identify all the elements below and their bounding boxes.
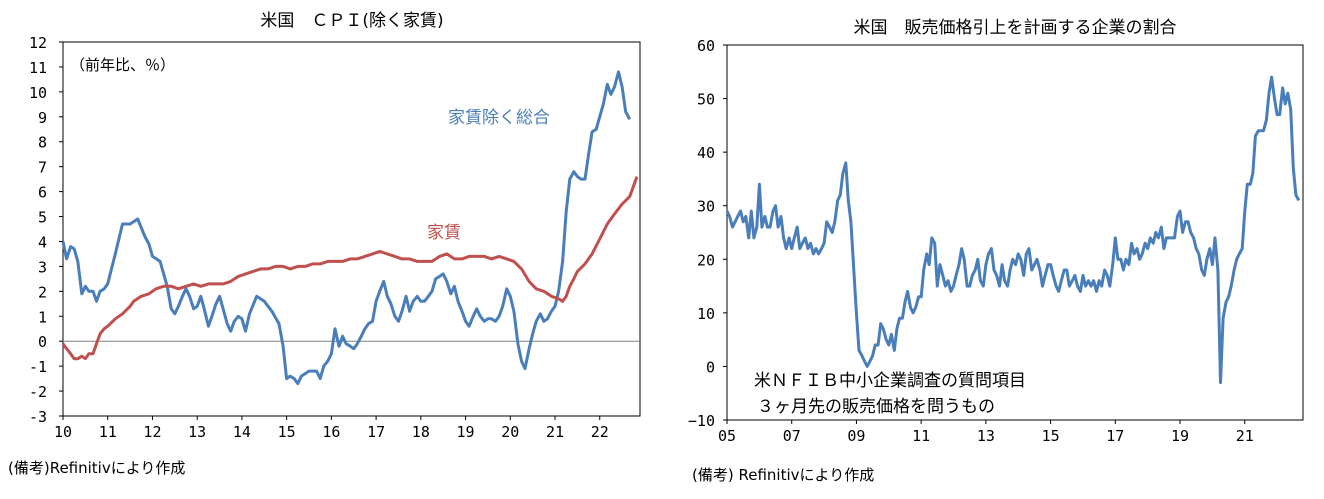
right-ytick-label: 10 xyxy=(697,305,715,323)
left-ytick-label: 5 xyxy=(38,209,47,227)
right-ytick-label: 40 xyxy=(697,144,715,162)
left-ytick-label: 7 xyxy=(38,159,47,177)
right-xtick-label: 19 xyxy=(1171,427,1189,445)
left-xtick-label: 21 xyxy=(546,423,564,441)
left-chart-title: 米国 ＣＰＩ(除く家賃) xyxy=(260,11,443,31)
left-ytick-label: 2 xyxy=(38,283,47,301)
right-ytick-label: 60 xyxy=(697,37,715,55)
left-unit-label: （前年比、％） xyxy=(70,56,175,74)
left-ytick-label: 4 xyxy=(38,233,47,251)
left-xtick-label: 18 xyxy=(412,423,430,441)
right-ytick-label: 30 xyxy=(697,198,715,216)
right-series-line-0 xyxy=(725,75,1301,384)
left-plot-frame xyxy=(62,41,641,417)
left-ytick-label: 3 xyxy=(38,258,47,276)
left-ytick-label: 10 xyxy=(29,84,47,102)
right-ytick-label: 20 xyxy=(697,251,715,269)
right-source-note: (備考) Refinitivにより作成 xyxy=(692,466,874,484)
right-ytick-label: −10 xyxy=(688,412,715,430)
right-xtick-label: 09 xyxy=(847,427,865,445)
right-xtick-label: 13 xyxy=(977,427,995,445)
right-xtick-label: 21 xyxy=(1236,427,1254,445)
left-ytick-label: 0 xyxy=(38,333,47,351)
right-xtick-label: 11 xyxy=(912,427,930,445)
left-xtick-label: 19 xyxy=(457,423,475,441)
left-series-label-overall: 家賃除く総合 xyxy=(448,108,550,128)
left-series-line-0 xyxy=(61,70,632,386)
left-ytick-label: -3 xyxy=(29,408,47,426)
left-xtick-label: 22 xyxy=(591,423,609,441)
left-ytick-label: -1 xyxy=(29,358,47,376)
right-xtick-label: 07 xyxy=(783,427,801,445)
left-xtick-label: 16 xyxy=(322,423,340,441)
left-xtick-label: 14 xyxy=(233,423,251,441)
left-ytick-label: 9 xyxy=(38,109,47,127)
left-ytick-label: 6 xyxy=(38,184,47,202)
right-plot-frame xyxy=(726,44,1304,421)
left-ytick-label: 11 xyxy=(29,59,47,77)
left-source-note: (備考)Refinitivにより作成 xyxy=(8,459,185,477)
right-ytick-label: 0 xyxy=(706,358,715,376)
left-series-line-1 xyxy=(61,176,639,361)
left-xtick-label: 20 xyxy=(501,423,519,441)
left-xtick-label: 12 xyxy=(143,423,161,441)
right-ytick-label: 50 xyxy=(697,91,715,109)
left-xtick-label: 15 xyxy=(278,423,296,441)
right-xtick-label: 05 xyxy=(718,427,736,445)
left-xtick-label: 11 xyxy=(99,423,117,441)
right-annotation-line-1: 米ＮＦＩＢ中小企業調査の質問項目 xyxy=(754,371,1026,391)
right-chart: 米国 販売価格引上を計画する企業の割合 米ＮＦＩＢ中小企業調査の質問項目 ３ヶ月… xyxy=(688,18,1304,484)
right-xtick-label: 17 xyxy=(1106,427,1124,445)
left-xtick-label: 13 xyxy=(188,423,206,441)
left-ytick-label: 12 xyxy=(29,34,47,52)
right-annotation-line-2: ３ヶ月先の販売価格を問うもの xyxy=(757,397,995,417)
left-xtick-label: 10 xyxy=(54,423,72,441)
left-ytick-label: 1 xyxy=(38,308,47,326)
right-xtick-label: 15 xyxy=(1042,427,1060,445)
left-xtick-label: 17 xyxy=(367,423,385,441)
left-ytick-label: 8 xyxy=(38,134,47,152)
left-chart: 米国 ＣＰＩ(除く家賃) （前年比、％） 家賃除く総合 家賃 (備考)Refin… xyxy=(8,11,641,477)
left-ytick-label: -2 xyxy=(29,383,47,401)
left-series-label-rent: 家賃 xyxy=(427,223,461,243)
right-chart-title: 米国 販売価格引上を計画する企業の割合 xyxy=(854,18,1177,38)
